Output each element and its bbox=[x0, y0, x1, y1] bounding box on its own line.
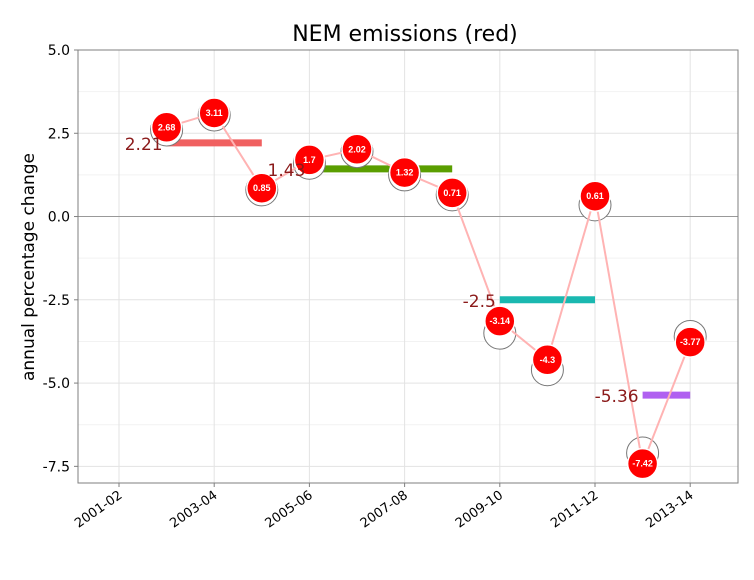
x-axis: 2001-02 2003-04 2005-06 2007-08 2009-10 2011-… bbox=[72, 483, 696, 531]
red-point bbox=[674, 326, 706, 358]
data-label: 2.68 bbox=[158, 122, 176, 132]
data-label: 0.61 bbox=[586, 191, 604, 201]
red-point bbox=[388, 156, 421, 189]
data-label: -4.3 bbox=[540, 355, 556, 365]
red-point bbox=[198, 97, 230, 129]
average-bars bbox=[166, 139, 691, 399]
data-label: -3.77 bbox=[680, 337, 701, 347]
average-label: -2.5 bbox=[463, 292, 496, 312]
y-tick-label: -7.5 bbox=[43, 459, 70, 475]
data-label: -7.42 bbox=[632, 459, 653, 469]
red-point bbox=[579, 180, 611, 212]
x-tick-label: 2011-12 bbox=[548, 488, 601, 531]
red-point bbox=[531, 344, 564, 376]
plot-border bbox=[77, 49, 739, 484]
x-tick-label: 2009-10 bbox=[453, 488, 506, 531]
x-tick-label: 2005-06 bbox=[263, 488, 316, 531]
data-label: 0.71 bbox=[443, 188, 461, 198]
y-axis: 5.0 2.5 0.0 -2.5 -5.0 -7.5 bbox=[43, 43, 78, 475]
average-labels: 2.21 1.43 -2.5 -5.36 bbox=[125, 135, 639, 407]
y-tick-label: 0.0 bbox=[48, 210, 70, 226]
x-tick-label: 2007-08 bbox=[358, 488, 411, 531]
red-point bbox=[484, 305, 516, 337]
red-point bbox=[246, 172, 278, 204]
red-point bbox=[341, 133, 373, 166]
red-point bbox=[293, 144, 326, 176]
y-tick-label: -2.5 bbox=[43, 293, 70, 309]
x-tick-label: 2001-02 bbox=[72, 488, 125, 531]
data-label: 1.7 bbox=[303, 155, 316, 165]
average-label: 2.21 bbox=[125, 135, 163, 155]
red-point bbox=[150, 111, 183, 144]
major-grid bbox=[78, 49, 738, 483]
data-label: 0.85 bbox=[253, 183, 271, 193]
red-series-points: 2.68 3.11 0.85 1.7 2.02 1.32 0.71 -3.14 -4.3 0.61… bbox=[150, 97, 706, 480]
minor-grid bbox=[78, 91, 738, 426]
red-point bbox=[626, 447, 659, 480]
y-axis-label: annual percentage change bbox=[19, 153, 39, 381]
average-label: 1.43 bbox=[268, 161, 306, 181]
data-label: 3.11 bbox=[206, 108, 223, 118]
average-label: -5.36 bbox=[595, 387, 639, 407]
x-tick-label: 2003-04 bbox=[167, 488, 220, 531]
x-tick-label: 2013-14 bbox=[643, 488, 696, 531]
chart-title: NEM emissions (red) bbox=[292, 22, 518, 47]
grey-series bbox=[150, 98, 707, 470]
y-tick-label: 2.5 bbox=[48, 126, 70, 142]
y-tick-label: 5.0 bbox=[48, 43, 70, 59]
red-point bbox=[436, 177, 468, 209]
data-label: -3.14 bbox=[490, 316, 511, 326]
y-tick-label: -5.0 bbox=[43, 376, 70, 392]
data-label: 2.02 bbox=[348, 144, 366, 154]
data-label: 1.32 bbox=[396, 168, 414, 178]
